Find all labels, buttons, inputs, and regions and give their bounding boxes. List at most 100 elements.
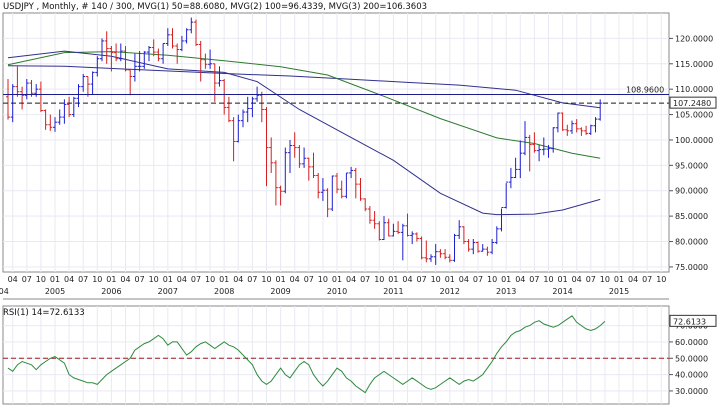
year-tick-label: 2007	[158, 287, 178, 296]
month-tick-label: 01	[50, 275, 60, 284]
ohlc-bar	[391, 223, 396, 237]
ohlc-bar	[490, 238, 495, 255]
rsi-header: RSI(1) 14=72.6133	[3, 308, 85, 318]
ohlc-bar	[95, 56, 100, 77]
ohlc-bar	[405, 213, 410, 237]
ohlc-bar	[156, 48, 161, 62]
ohlc-bar	[325, 188, 330, 218]
month-tick-label: 07	[78, 275, 88, 284]
ohlc-bar	[443, 249, 448, 260]
current-price-box	[669, 96, 717, 109]
ohlc-bar	[410, 231, 415, 245]
price-levels-layer: 108.9600 107.2480	[3, 85, 717, 109]
ohlc-bar	[53, 117, 57, 132]
price-tick-label: 105.0000	[675, 111, 713, 120]
ohlc-bar	[217, 66, 222, 87]
price-tick-label: 110.0000	[675, 85, 713, 94]
ohlc-bar	[480, 244, 485, 252]
year-tick-label: 2004	[0, 287, 9, 296]
ohlc-bar	[57, 109, 62, 125]
ohlc-bar	[396, 221, 401, 234]
ohlc-bar	[194, 19, 198, 47]
ohlc-bar	[400, 223, 405, 261]
ohlc-bar	[20, 86, 25, 110]
month-tick-label: 07	[247, 275, 257, 284]
month-tick-label: 01	[219, 275, 229, 284]
ohlc-bar	[570, 120, 574, 134]
ohlc-bar	[236, 114, 241, 143]
ohlc-bar	[485, 246, 490, 256]
ohlc-bar	[302, 147, 307, 168]
month-tick-label: 07	[304, 275, 314, 284]
ohlc-bar	[170, 28, 175, 49]
year-tick-label: 2013	[496, 287, 516, 296]
year-tick-label: 2014	[552, 287, 572, 296]
rsi-value-box	[669, 314, 717, 327]
year-tick-label: 2012	[440, 287, 460, 296]
main-chart-header: USDJPY , Monthly, # 140 / 300, MVG(1) 50…	[3, 2, 427, 12]
month-tick-label: 01	[106, 275, 116, 284]
ohlc-bar	[226, 96, 231, 123]
ohlc-bar	[292, 132, 297, 158]
ohlc-bar	[67, 96, 72, 118]
month-tick-label: 10	[261, 275, 271, 284]
year-tick-label: 2011	[383, 287, 403, 296]
ohlc-bars-layer	[6, 17, 603, 265]
year-tick-label: 2015	[609, 287, 629, 296]
ohlc-bar	[499, 207, 504, 232]
month-tick-label: 04	[402, 275, 412, 284]
ohlc-bar	[132, 53, 137, 82]
ohlc-bar	[518, 140, 523, 179]
month-tick-label: 07	[529, 275, 539, 284]
year-tick-label: 2008	[214, 287, 234, 296]
month-tick-label: 10	[318, 275, 328, 284]
ohlc-bar	[90, 71, 95, 95]
ohlc-bar	[184, 28, 189, 44]
ohlc-bar	[353, 167, 358, 199]
month-tick-label: 01	[332, 275, 342, 284]
month-tick-label: 10	[374, 275, 384, 284]
ohlc-bar	[264, 106, 269, 187]
ohlc-bar	[151, 39, 156, 57]
price-level-label: 108.9600	[626, 85, 664, 94]
ohlc-bar	[48, 114, 53, 131]
ohlc-bar	[598, 99, 603, 121]
ohlc-bar	[330, 175, 335, 212]
month-tick-label: 07	[473, 275, 483, 284]
ohlc-bar	[85, 75, 90, 97]
month-tick-label: 04	[177, 275, 187, 284]
price-tick-label: 85.0000	[675, 212, 708, 221]
month-tick-label: 10	[205, 275, 215, 284]
month-tick-label: 04	[628, 275, 638, 284]
price-tick-label: 90.0000	[675, 187, 708, 196]
ohlc-bar	[508, 167, 513, 189]
ohlc-bar	[137, 51, 142, 72]
month-tick-label: 10	[36, 275, 46, 284]
ohlc-bar	[349, 166, 354, 179]
ohlc-bar	[344, 172, 349, 199]
ohlc-bar	[555, 112, 560, 133]
ohlc-bar	[377, 221, 382, 241]
month-tick-label: 04	[290, 275, 300, 284]
month-tick-label: 10	[431, 275, 441, 284]
ohlc-bar	[429, 254, 433, 262]
ohlc-bar	[551, 127, 556, 153]
ohlc-bar	[222, 79, 227, 115]
ohlc-bar	[320, 178, 325, 201]
ohlc-bar	[584, 125, 589, 135]
ohlc-bar	[250, 96, 255, 118]
ohlc-bar	[537, 145, 542, 162]
ohlc-bar	[367, 205, 372, 224]
ohlc-bar	[278, 185, 283, 206]
rsi-layer: 70.000060.000050.000040.000030.000072.61…	[3, 314, 717, 396]
month-tick-label: 04	[233, 275, 243, 284]
ohlc-bar	[104, 31, 109, 64]
month-tick-label: 10	[487, 275, 497, 284]
rsi-value-label: 72.6133	[673, 317, 706, 326]
ohlc-bar	[523, 121, 527, 156]
ohlc-bar	[438, 249, 443, 258]
ohlc-bar	[6, 79, 10, 120]
month-tick-label: 04	[459, 275, 469, 284]
ohlc-bar	[316, 172, 321, 199]
background-layer	[2, 12, 670, 405]
